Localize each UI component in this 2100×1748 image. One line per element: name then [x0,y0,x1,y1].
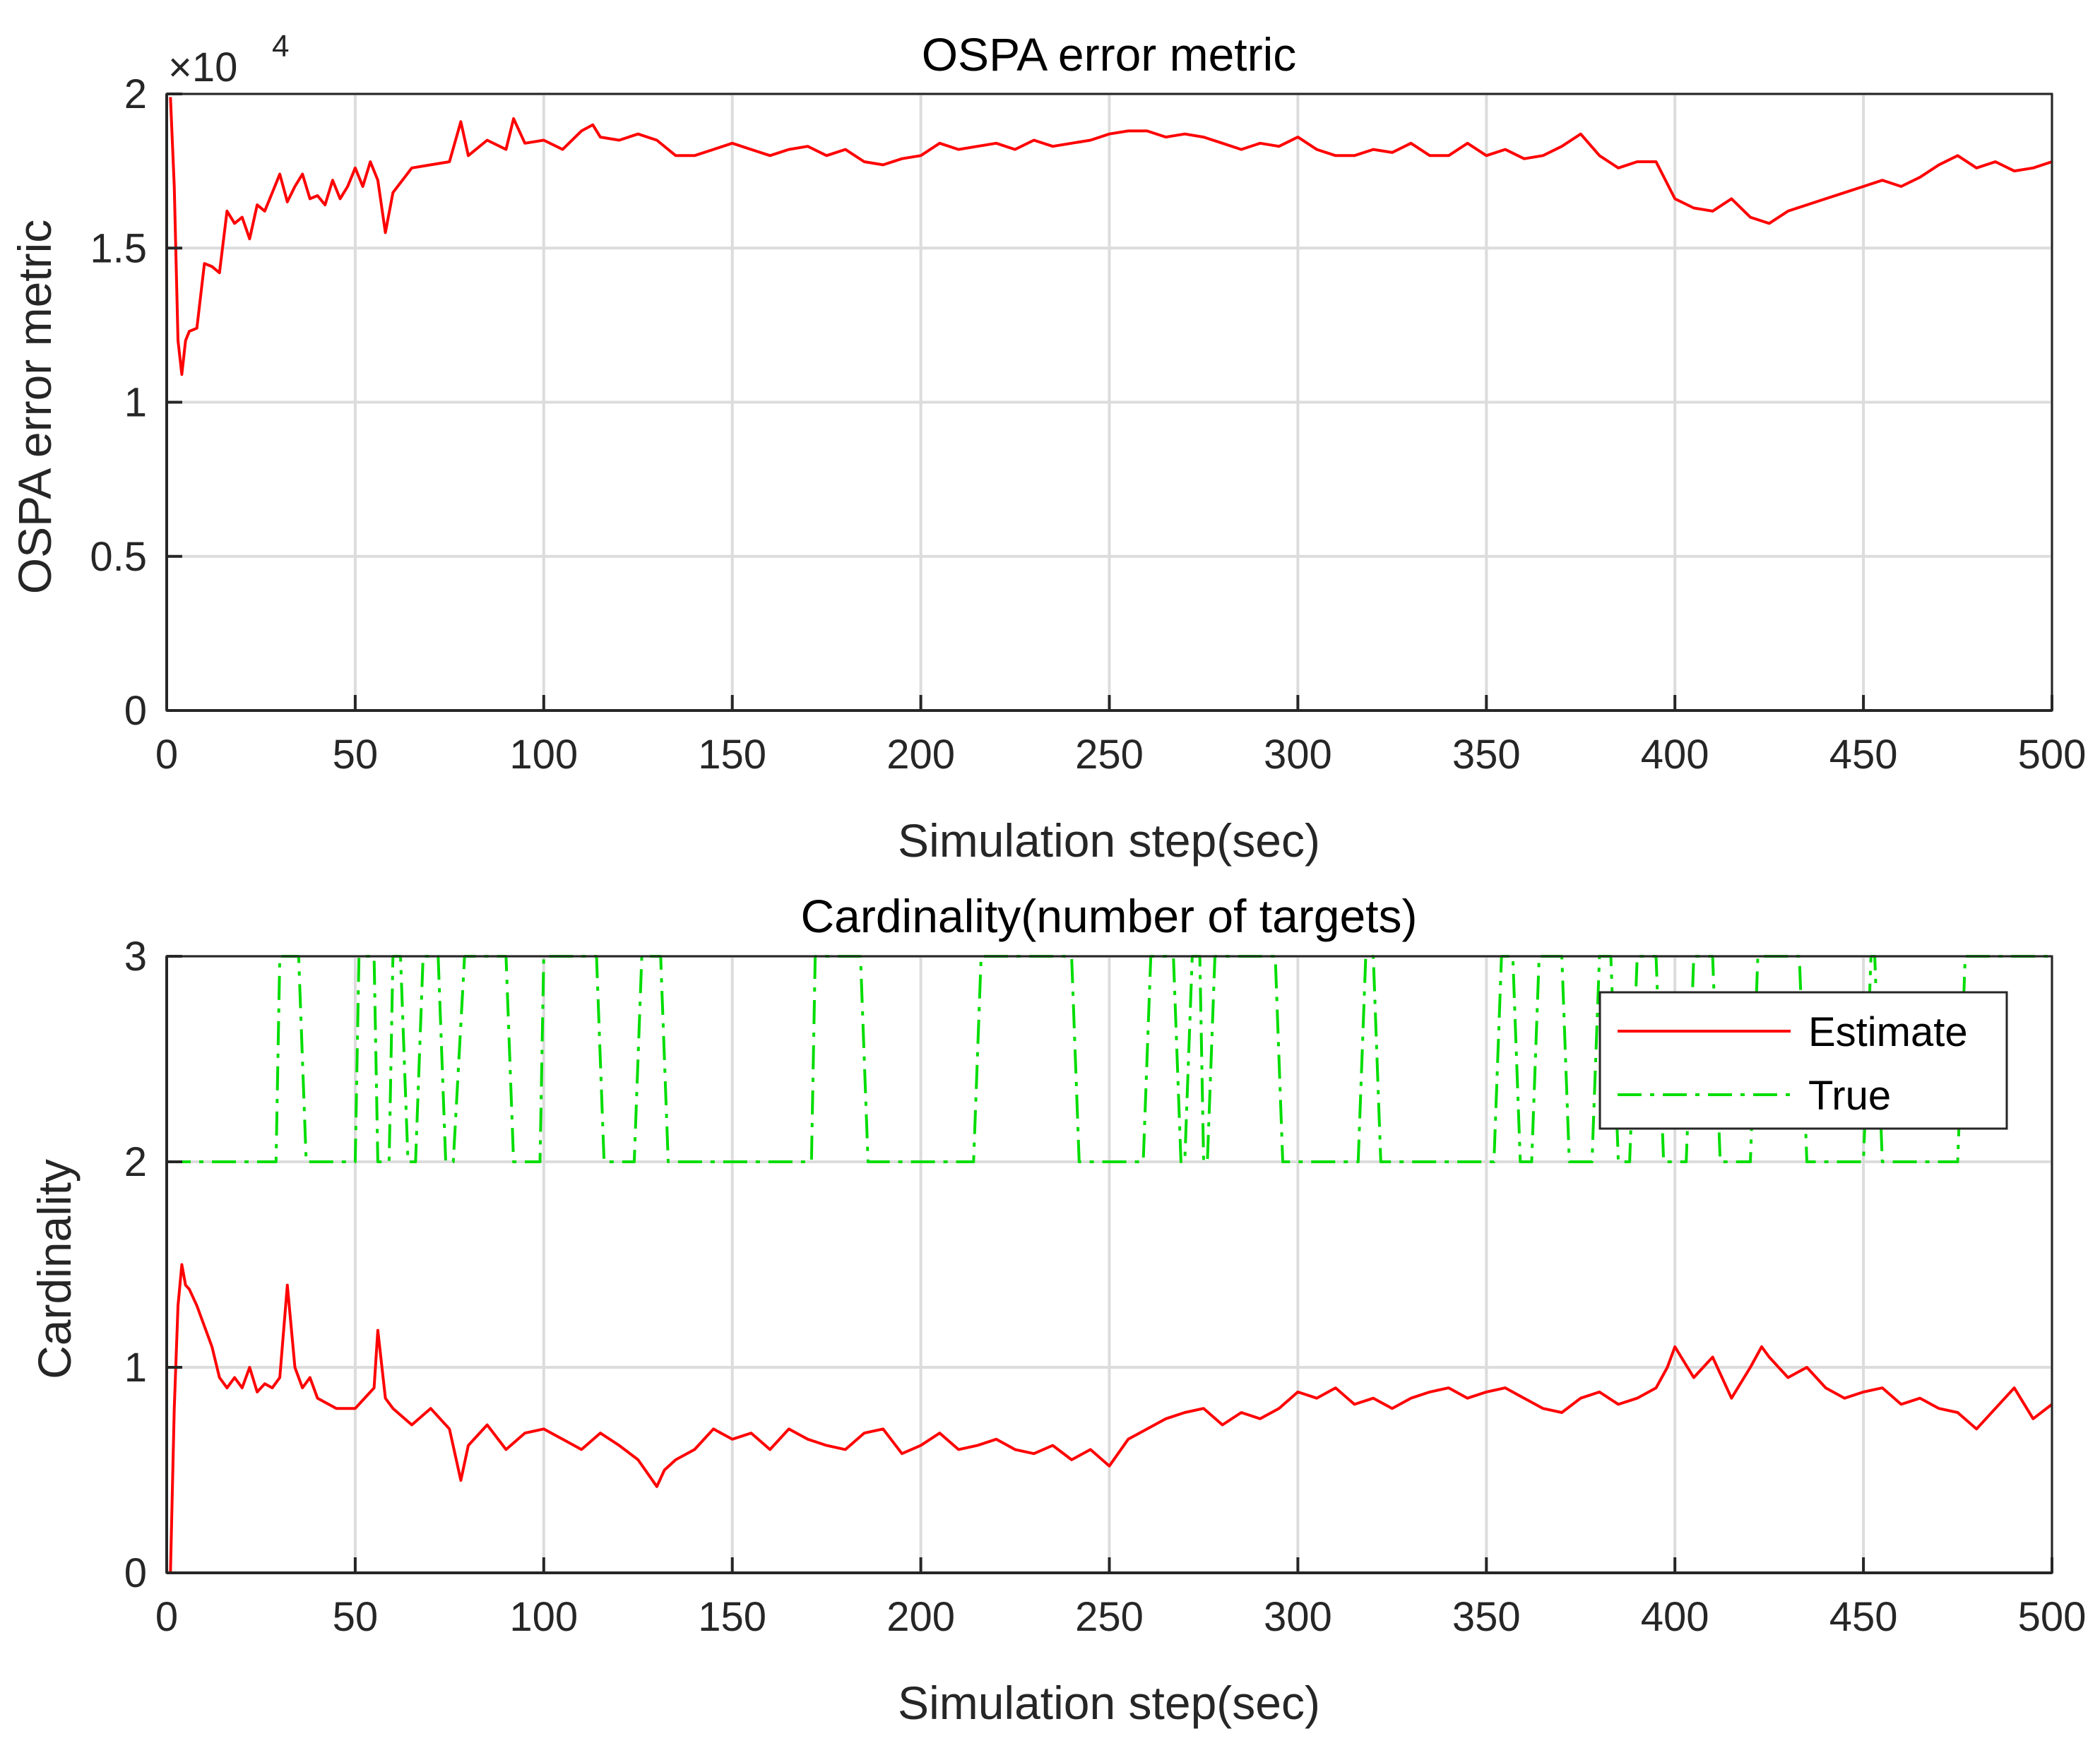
ospa-x-axis-label: Simulation step(sec) [898,814,1320,867]
y-tick-label: 0 [124,1550,147,1596]
cardinality-x-tick-labels: 0 50 100 150 200 250 300 350 400 450 500 [155,1594,2087,1640]
y-tick-label: 0.5 [90,534,147,580]
x-tick-label: 500 [2018,732,2087,778]
ospa-chart: 0 50 100 150 200 250 300 350 400 450 500 0 0.5 1 1.5 2… [8,28,2086,867]
x-tick-label: 150 [698,1594,766,1640]
ospa-y-axis-label: OSPA error metric [8,220,61,595]
legend-estimate-label: Estimate [1808,1009,1968,1055]
y-tick-label: 2 [124,71,147,117]
x-tick-label: 100 [509,732,578,778]
legend-true-label: True [1808,1073,1891,1119]
ospa-y-tick-labels: 0 0.5 1 1.5 2 [90,71,147,734]
x-tick-label: 0 [155,1594,178,1640]
x-tick-label: 100 [509,1594,578,1640]
y-tick-label: 3 [124,934,147,980]
legend-box [1598,991,2008,1130]
x-tick-label: 0 [155,732,178,778]
series-line-estimate [169,1263,2053,1574]
x-tick-label: 300 [1264,732,1332,778]
x-tick-label: 50 [333,1594,379,1640]
ospa-chart-title: OSPA error metric [922,28,1297,81]
x-tick-label: 450 [1829,732,1898,778]
y-tick-label: 1 [124,1345,147,1391]
series-line-true [167,955,2052,1163]
x-tick-label: 500 [2018,1594,2087,1640]
x-tick-label: 400 [1641,1594,1709,1640]
y-tick-label: 1.5 [90,225,147,271]
y-tick-label: 2 [124,1139,147,1185]
cardinality-y-axis-label: Cardinality [28,1159,81,1379]
ospa-series-group [169,97,2053,376]
cardinality-y-tick-labels: 0 1 2 3 [124,934,147,1596]
series-line-ospa [169,97,2053,376]
y-tick-label: 0 [124,688,147,734]
ospa-axes [165,93,2053,712]
ospa-x-tick-labels: 0 50 100 150 200 250 300 350 400 450 500 [155,732,2087,778]
x-tick-label: 300 [1264,1594,1332,1640]
x-tick-label: 250 [1075,1594,1144,1640]
cardinality-chart-title: Cardinality(number of targets) [800,890,1417,942]
x-tick-label: 450 [1829,1594,1898,1640]
x-tick-label: 200 [886,732,955,778]
ospa-y-exponent-base: ×10 [168,44,237,90]
cardinality-axes [165,955,2053,1574]
cardinality-series-group [167,955,2053,1574]
x-tick-label: 350 [1452,1594,1521,1640]
x-tick-label: 200 [886,1594,955,1640]
ospa-gridlines [165,93,2053,712]
x-tick-label: 250 [1075,732,1144,778]
y-tick-label: 1 [124,380,147,426]
x-tick-label: 150 [698,732,766,778]
cardinality-x-axis-label: Simulation step(sec) [898,1677,1320,1729]
cardinality-chart: 0 50 100 150 200 250 300 350 400 450 500 0 1 2 3 Card… [28,890,2086,1729]
x-tick-label: 400 [1641,732,1709,778]
x-tick-label: 50 [333,732,379,778]
cardinality-legend: Estimate True [1598,991,2008,1130]
ospa-y-exponent-power: 4 [272,29,289,64]
x-tick-label: 350 [1452,732,1521,778]
